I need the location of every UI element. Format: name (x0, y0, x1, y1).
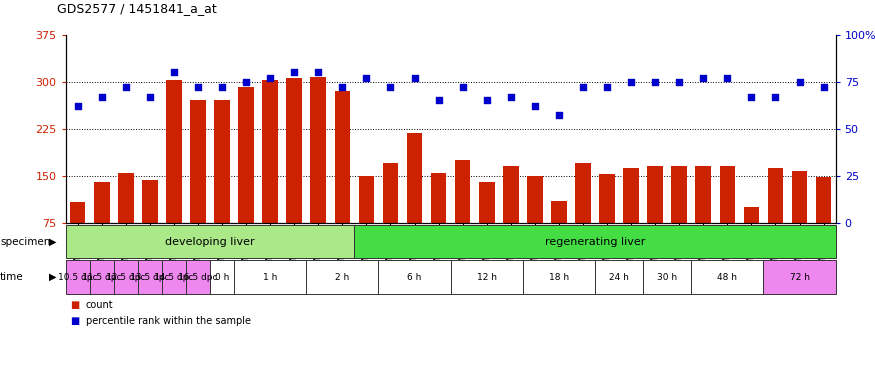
Bar (599, 174, 615, 223)
Point (408, 75, 422, 81)
Bar (118, 172, 134, 223)
Bar (792, 171, 808, 223)
Text: count: count (86, 300, 114, 310)
Text: specimen: specimen (0, 237, 51, 247)
Point (431, 98, 445, 104)
Bar (70, 202, 86, 223)
Text: developing liver: developing liver (165, 237, 255, 247)
Point (94, 94, 108, 100)
Text: 0 h: 0 h (215, 273, 229, 282)
Text: ■: ■ (70, 300, 80, 310)
Bar (311, 76, 326, 223)
Bar (527, 176, 542, 223)
Point (383, 84, 397, 90)
Point (312, 69, 326, 75)
Bar (166, 80, 182, 223)
Point (793, 79, 807, 85)
Bar (190, 101, 206, 223)
Point (71, 103, 85, 109)
Text: ▶: ▶ (49, 272, 57, 282)
Bar (142, 180, 158, 223)
Point (360, 75, 374, 81)
Text: 11.5 dpc: 11.5 dpc (82, 273, 122, 282)
Bar (455, 160, 471, 223)
Bar (262, 80, 278, 223)
Point (287, 69, 301, 75)
Point (576, 84, 590, 90)
Text: 14.5 dpc: 14.5 dpc (154, 273, 193, 282)
Text: ▶: ▶ (49, 237, 57, 247)
Bar (286, 78, 302, 223)
Point (191, 84, 205, 90)
Point (745, 94, 759, 100)
Point (335, 84, 349, 90)
Point (215, 84, 229, 90)
Text: ■: ■ (70, 316, 80, 326)
Point (167, 69, 181, 75)
Bar (359, 176, 374, 223)
Text: 1 h: 1 h (263, 273, 277, 282)
Bar (479, 182, 494, 223)
Text: GDS2577 / 1451841_a_at: GDS2577 / 1451841_a_at (57, 2, 217, 15)
Bar (671, 166, 687, 223)
Point (456, 84, 470, 90)
Bar (430, 172, 446, 223)
Bar (382, 163, 398, 223)
Text: 12.5 dpc: 12.5 dpc (106, 273, 145, 282)
Point (528, 103, 542, 109)
Text: 24 h: 24 h (609, 273, 629, 282)
Bar (719, 166, 735, 223)
Point (672, 79, 686, 85)
Text: 6 h: 6 h (408, 273, 422, 282)
Text: 48 h: 48 h (718, 273, 738, 282)
Bar (816, 177, 831, 223)
Bar (648, 166, 663, 223)
Text: 10.5 dpc: 10.5 dpc (58, 273, 97, 282)
Text: 2 h: 2 h (335, 273, 349, 282)
Point (696, 75, 710, 81)
Point (624, 79, 638, 85)
Bar (744, 207, 760, 223)
Point (816, 84, 830, 90)
Bar (94, 182, 109, 223)
Text: 16.5 dpc: 16.5 dpc (178, 273, 218, 282)
Text: 30 h: 30 h (657, 273, 677, 282)
Bar (503, 166, 519, 223)
Text: 12 h: 12 h (477, 273, 497, 282)
Point (600, 84, 614, 90)
Bar (214, 101, 230, 223)
Point (552, 113, 566, 119)
Point (768, 94, 782, 100)
Text: 72 h: 72 h (789, 273, 809, 282)
Text: 13.5 dpc: 13.5 dpc (130, 273, 170, 282)
Bar (551, 201, 567, 223)
Bar (696, 166, 711, 223)
Bar (407, 133, 423, 223)
Bar (623, 167, 639, 223)
Point (239, 79, 253, 85)
Bar (334, 91, 350, 223)
Point (263, 75, 277, 81)
Point (480, 98, 494, 104)
Point (143, 94, 157, 100)
Bar (575, 163, 591, 223)
Bar (238, 87, 254, 223)
Point (720, 75, 734, 81)
Text: time: time (0, 272, 24, 282)
Text: regenerating liver: regenerating liver (545, 237, 645, 247)
Point (119, 84, 133, 90)
Point (504, 94, 518, 100)
Bar (767, 167, 783, 223)
Text: percentile rank within the sample: percentile rank within the sample (86, 316, 251, 326)
Text: 18 h: 18 h (549, 273, 569, 282)
Point (648, 79, 662, 85)
